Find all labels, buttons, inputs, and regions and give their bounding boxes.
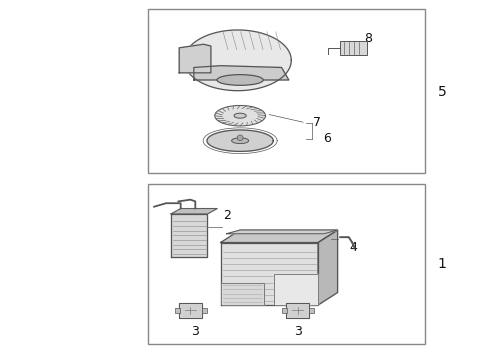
Polygon shape xyxy=(207,130,273,152)
Bar xyxy=(340,41,367,55)
Polygon shape xyxy=(215,105,266,126)
Ellipse shape xyxy=(217,75,263,85)
Polygon shape xyxy=(274,274,318,305)
Ellipse shape xyxy=(232,138,248,144)
Bar xyxy=(147,9,425,173)
Text: 2: 2 xyxy=(223,209,231,222)
Bar xyxy=(282,307,287,313)
Bar xyxy=(175,307,180,313)
Text: 4: 4 xyxy=(350,241,358,255)
Polygon shape xyxy=(220,243,318,305)
Text: 5: 5 xyxy=(438,85,446,99)
Ellipse shape xyxy=(234,113,246,118)
Text: 6: 6 xyxy=(323,132,331,145)
Text: 3: 3 xyxy=(294,325,302,338)
Text: 3: 3 xyxy=(192,325,199,338)
Polygon shape xyxy=(171,208,217,214)
Polygon shape xyxy=(171,214,207,257)
Polygon shape xyxy=(226,230,338,234)
Polygon shape xyxy=(220,283,265,305)
Polygon shape xyxy=(220,230,338,243)
Ellipse shape xyxy=(237,135,243,141)
Bar xyxy=(309,307,314,313)
Bar xyxy=(147,184,425,344)
Text: 8: 8 xyxy=(365,32,372,45)
Polygon shape xyxy=(179,303,202,318)
Bar xyxy=(202,307,207,313)
Polygon shape xyxy=(318,230,338,305)
Text: 7: 7 xyxy=(313,116,321,129)
Polygon shape xyxy=(179,44,211,73)
Polygon shape xyxy=(286,303,309,318)
Polygon shape xyxy=(194,66,289,80)
Text: 1: 1 xyxy=(438,257,446,271)
Polygon shape xyxy=(184,30,291,91)
